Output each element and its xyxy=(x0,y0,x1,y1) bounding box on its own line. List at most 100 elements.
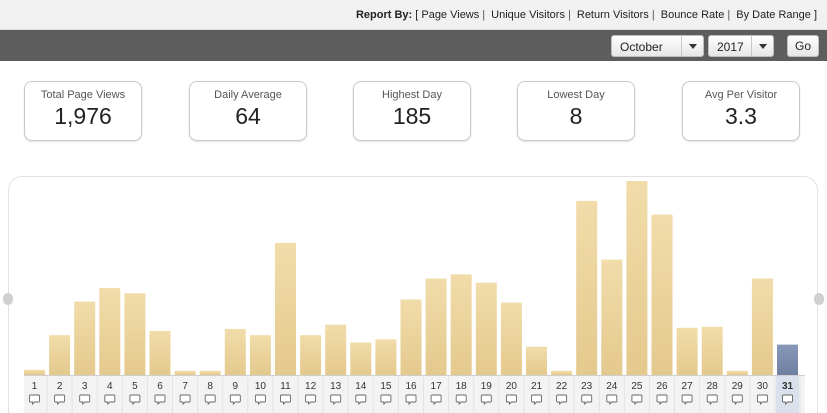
comment-icon[interactable] xyxy=(179,394,191,406)
report-by-bar: Report By: [ Page Views | Unique Visitors… xyxy=(0,0,827,30)
year-value: 2017 xyxy=(717,40,744,54)
comment-icon[interactable] xyxy=(581,394,593,406)
chart-bar[interactable] xyxy=(701,326,723,375)
comment-icon[interactable] xyxy=(606,394,618,406)
day-label: 7 xyxy=(182,381,188,392)
comment-icon[interactable] xyxy=(129,394,141,406)
stat-title: Daily Average xyxy=(214,89,282,101)
stat-value: 1,976 xyxy=(54,103,112,129)
toolbar: October 2017 Go xyxy=(0,30,827,61)
chart-bar[interactable] xyxy=(199,370,221,375)
chart-bar[interactable] xyxy=(500,302,522,375)
chevron-down-icon xyxy=(681,36,703,56)
day-label: 1 xyxy=(32,381,38,392)
comment-icon[interactable] xyxy=(229,394,241,406)
comment-icon[interactable] xyxy=(681,394,693,406)
comment-icon[interactable] xyxy=(380,394,392,406)
stat-title: Highest Day xyxy=(382,89,442,101)
day-label: 3 xyxy=(82,381,88,392)
chart-bar[interactable] xyxy=(300,335,322,375)
comment-icon[interactable] xyxy=(104,394,116,406)
stat-title: Total Page Views xyxy=(40,89,126,101)
day-label: 2 xyxy=(57,381,63,392)
comment-icon[interactable] xyxy=(430,394,442,406)
scroll-right-arrow-icon[interactable] xyxy=(814,293,824,305)
chart-bar[interactable] xyxy=(626,181,648,375)
chart-bar[interactable] xyxy=(174,370,196,375)
chart-bar[interactable] xyxy=(777,344,798,375)
link-by-date-range[interactable]: By Date Range xyxy=(736,9,811,21)
stat-title: Lowest Day xyxy=(547,89,605,101)
link-page-views[interactable]: Page Views xyxy=(421,9,480,21)
comment-icon[interactable] xyxy=(54,394,66,406)
chart-bar[interactable] xyxy=(325,324,347,375)
chart-bar[interactable] xyxy=(450,274,472,375)
chart-bar[interactable] xyxy=(751,278,773,376)
comment-icon[interactable] xyxy=(154,394,166,406)
comment-icon[interactable] xyxy=(531,394,542,406)
comment-icon[interactable] xyxy=(254,394,266,406)
day-label: 4 xyxy=(107,381,113,392)
comment-icon[interactable] xyxy=(29,394,40,406)
month-select[interactable]: October xyxy=(611,35,704,57)
link-bounce-rate[interactable]: Bounce Rate xyxy=(660,9,725,21)
month-value: October xyxy=(620,40,663,54)
comment-icon[interactable] xyxy=(480,394,492,406)
go-button[interactable]: Go xyxy=(787,35,819,57)
comment-icon[interactable] xyxy=(756,394,768,406)
comment-icon[interactable] xyxy=(405,394,417,406)
chart-bar[interactable] xyxy=(526,346,547,375)
day-label: 14 xyxy=(355,381,367,392)
chart-bar[interactable] xyxy=(425,278,447,376)
comment-icon[interactable] xyxy=(782,394,793,406)
chart-bar[interactable] xyxy=(74,301,96,375)
chart-bar[interactable] xyxy=(49,335,71,375)
report-by-links: Report By: [ Page Views | Unique Visitors… xyxy=(355,9,817,21)
day-label: 25 xyxy=(631,381,643,392)
chart-bar[interactable] xyxy=(275,242,296,375)
comment-icon[interactable] xyxy=(79,394,91,406)
comment-icon[interactable] xyxy=(204,394,216,406)
link-unique-visitors[interactable]: Unique Visitors xyxy=(491,9,565,21)
chart-bar[interactable] xyxy=(224,328,246,375)
day-label: 8 xyxy=(207,381,213,392)
comment-icon[interactable] xyxy=(455,394,467,406)
chart-bar[interactable] xyxy=(651,214,673,375)
chart-bar[interactable] xyxy=(475,282,497,375)
comment-icon[interactable] xyxy=(731,394,743,406)
comment-icon[interactable] xyxy=(330,394,342,406)
chart-bar[interactable] xyxy=(551,370,573,375)
chart-bar[interactable] xyxy=(375,339,397,375)
day-label: 21 xyxy=(531,381,543,392)
comment-icon[interactable] xyxy=(305,394,317,406)
chevron-down-icon xyxy=(751,36,773,56)
report-open-bracket: [ xyxy=(415,9,419,21)
chart-bar[interactable] xyxy=(400,299,422,376)
chart-bar[interactable] xyxy=(249,335,271,375)
chart-bar[interactable] xyxy=(676,327,698,375)
chart-bar[interactable] xyxy=(24,369,45,375)
chart-bar[interactable] xyxy=(124,293,146,375)
stat-card-highest-day: Highest Day 185 xyxy=(353,81,471,141)
chart-bar[interactable] xyxy=(576,200,598,375)
day-label: 12 xyxy=(305,381,317,392)
comment-icon[interactable] xyxy=(656,394,668,406)
day-label: 27 xyxy=(682,381,694,392)
stat-card-total-page-views: Total Page Views 1,976 xyxy=(24,81,142,141)
chart-bar[interactable] xyxy=(726,370,748,375)
scroll-left-arrow-icon[interactable] xyxy=(3,293,13,305)
chart-bar[interactable] xyxy=(149,331,171,375)
comment-icon[interactable] xyxy=(706,394,718,406)
chart-bar[interactable] xyxy=(99,288,121,375)
day-label: 6 xyxy=(157,381,163,392)
comment-icon[interactable] xyxy=(556,394,568,406)
comment-icon[interactable] xyxy=(280,394,291,406)
comment-icon[interactable] xyxy=(505,394,517,406)
comment-icon[interactable] xyxy=(355,394,367,406)
chart-bar[interactable] xyxy=(350,342,372,376)
day-label: 28 xyxy=(707,381,719,392)
chart-bar[interactable] xyxy=(601,259,623,375)
comment-icon[interactable] xyxy=(631,394,643,406)
link-return-visitors[interactable]: Return Visitors xyxy=(576,9,649,21)
year-select[interactable]: 2017 xyxy=(708,35,774,57)
